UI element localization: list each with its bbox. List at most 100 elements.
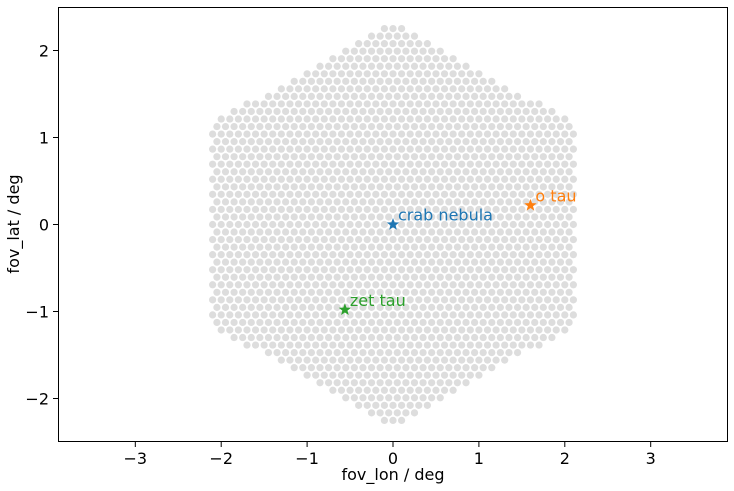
camera-pixel <box>544 296 552 304</box>
camera-pixel <box>337 145 346 153</box>
camera-pixel <box>230 228 238 236</box>
camera-pixel <box>243 175 251 183</box>
camera-pixel <box>320 115 328 123</box>
camera-pixel <box>432 281 440 289</box>
camera-pixel <box>556 273 565 281</box>
camera-pixel <box>260 220 268 229</box>
camera-pixel <box>475 145 483 153</box>
camera-pixel <box>393 273 401 281</box>
camera-pixel <box>548 228 556 236</box>
camera-pixel <box>475 251 483 259</box>
camera-pixel <box>496 228 504 236</box>
camera-pixel <box>372 55 380 63</box>
camera-pixel <box>415 296 423 304</box>
camera-pixel <box>269 341 277 349</box>
camera-pixel <box>415 130 423 138</box>
camera-pixel <box>552 160 560 168</box>
camera-pixel <box>359 318 367 327</box>
camera-pixel <box>479 318 487 327</box>
camera-pixel <box>221 288 230 296</box>
camera-pixel <box>234 115 242 123</box>
camera-pixel <box>462 303 470 311</box>
camera-pixel <box>393 32 401 40</box>
camera-pixel <box>269 190 277 198</box>
camera-pixel <box>333 228 341 236</box>
camera-pixel <box>406 55 414 63</box>
camera-pixel <box>333 213 341 221</box>
camera-pixel <box>350 243 358 251</box>
camera-pixel <box>363 70 371 78</box>
camera-pixel <box>415 371 423 379</box>
camera-pixel <box>419 47 427 55</box>
camera-pixel <box>410 107 419 116</box>
camera-pixel <box>243 296 251 304</box>
camera-pixel <box>415 160 423 168</box>
camera-pixel <box>483 356 492 364</box>
camera-pixel <box>406 281 414 289</box>
camera-pixel <box>526 266 535 274</box>
camera-pixel <box>488 348 496 357</box>
camera-pixel <box>282 243 290 251</box>
camera-pixel <box>496 138 504 146</box>
camera-pixel <box>449 160 457 168</box>
camera-pixel <box>294 235 303 244</box>
camera-pixel <box>380 205 389 214</box>
camera-pixel <box>342 153 350 161</box>
camera-pixel <box>376 364 384 372</box>
camera-pixel <box>561 175 569 183</box>
camera-pixel <box>286 130 294 138</box>
camera-pixel <box>256 318 264 327</box>
camera-pixel <box>505 273 513 281</box>
camera-pixel <box>282 318 290 327</box>
camera-pixel <box>492 251 500 259</box>
camera-pixel <box>337 371 346 379</box>
camera-pixel <box>363 401 371 409</box>
camera-pixel <box>307 168 316 176</box>
camera-pixel <box>410 273 419 281</box>
camera-pixel <box>428 288 436 296</box>
camera-pixel <box>440 220 449 229</box>
camera-pixel <box>462 107 470 116</box>
camera-pixel <box>397 160 406 168</box>
camera-pixel <box>569 251 577 259</box>
camera-pixel <box>458 160 466 168</box>
camera-pixel <box>286 341 294 349</box>
camera-pixel <box>333 77 341 85</box>
camera-pixel <box>346 130 354 138</box>
camera-pixel <box>256 273 264 281</box>
camera-pixel <box>432 356 440 364</box>
camera-pixel <box>333 318 341 327</box>
camera-pixel <box>462 318 470 327</box>
camera-pixel <box>320 85 328 93</box>
camera-pixel <box>406 160 414 168</box>
camera-pixel <box>264 273 273 281</box>
camera-pixel <box>496 92 504 101</box>
camera-pixel <box>445 183 453 191</box>
camera-pixel <box>355 251 363 259</box>
camera-pixel <box>247 333 255 342</box>
camera-pixel <box>316 318 324 327</box>
camera-pixel <box>449 356 457 364</box>
camera-pixel <box>355 100 363 108</box>
camera-pixel <box>385 318 393 327</box>
camera-pixel <box>329 266 337 274</box>
camera-pixel <box>299 153 307 161</box>
camera-pixel <box>251 160 260 168</box>
camera-pixel <box>372 281 380 289</box>
camera-pixel <box>294 251 303 259</box>
camera-pixel <box>410 153 419 161</box>
camera-pixel <box>385 228 393 236</box>
camera-pixel <box>312 356 320 364</box>
camera-pixel <box>556 168 565 176</box>
camera-pixel <box>355 356 363 364</box>
camera-pixel <box>470 348 479 357</box>
camera-pixel <box>234 326 242 334</box>
camera-pixel <box>337 341 346 349</box>
camera-pixel <box>492 235 500 244</box>
camera-pixel <box>329 220 337 229</box>
camera-pixel <box>303 371 311 379</box>
camera-pixel <box>548 258 556 266</box>
camera-pixel <box>445 364 453 372</box>
camera-pixel <box>548 318 556 327</box>
camera-pixel <box>367 394 376 402</box>
